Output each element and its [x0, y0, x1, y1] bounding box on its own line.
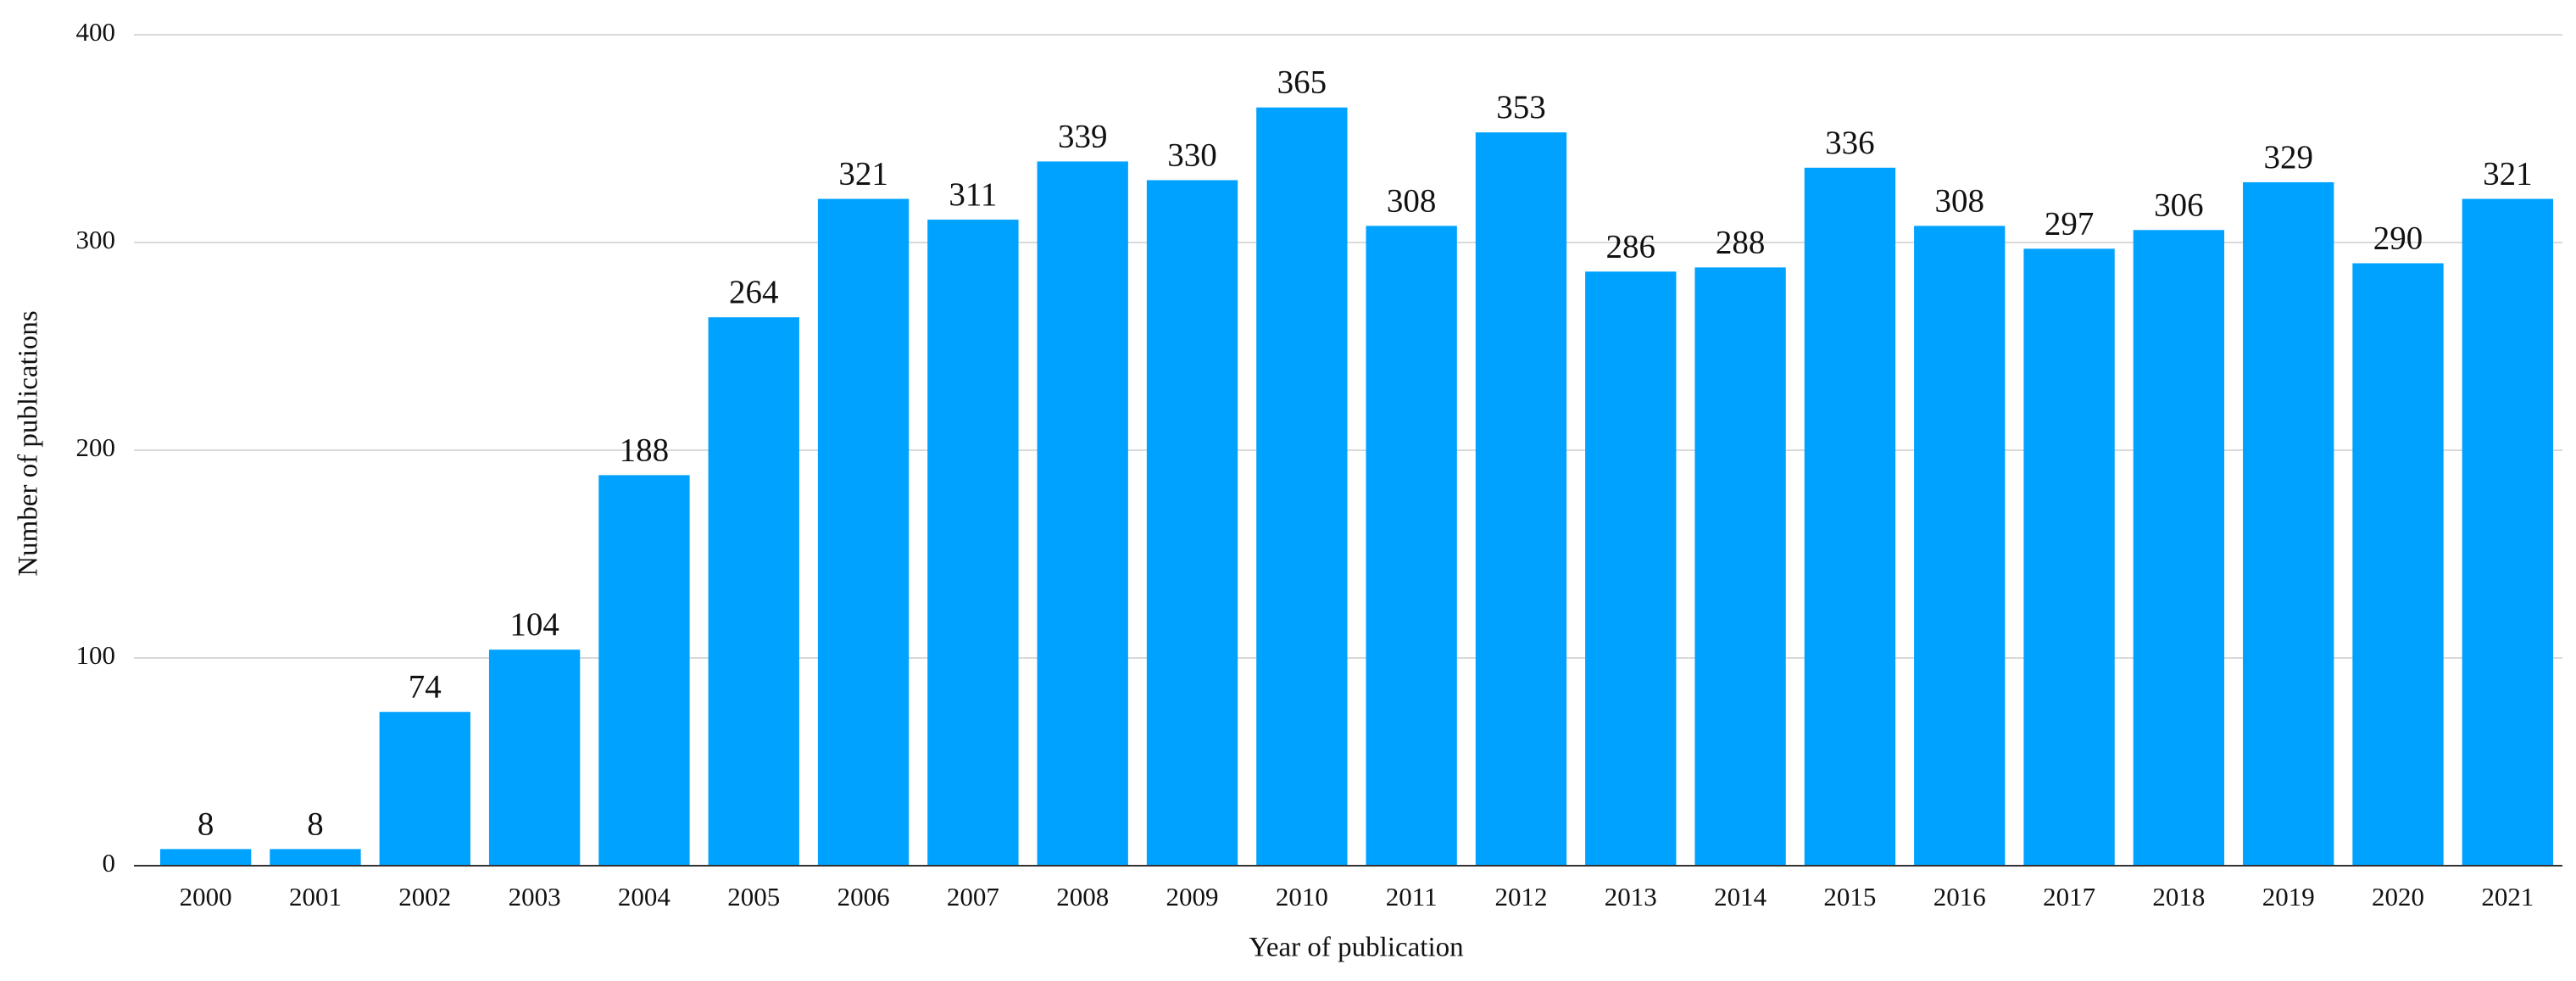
- bar: [1694, 267, 1786, 866]
- data-label: 308: [1935, 182, 1985, 219]
- data-label: 308: [1387, 182, 1437, 219]
- x-tick-label: 2004: [618, 882, 671, 911]
- data-label: 321: [2483, 156, 2533, 192]
- bar: [1256, 107, 1348, 866]
- x-tick-label: 2007: [947, 882, 999, 911]
- x-tick-label: 2008: [1056, 882, 1109, 911]
- bar: [159, 849, 252, 866]
- data-label: 297: [2045, 205, 2095, 242]
- x-tick-label: 2011: [1386, 882, 1438, 911]
- x-tick-label: 2020: [2372, 882, 2424, 911]
- bar: [1804, 167, 1896, 867]
- x-tick-label: 2005: [727, 882, 780, 911]
- data-label: 264: [729, 274, 779, 310]
- bar: [2462, 198, 2554, 867]
- data-label: 74: [409, 669, 442, 705]
- data-label: 8: [198, 805, 214, 842]
- bar: [2352, 263, 2444, 866]
- bar: [708, 317, 799, 866]
- data-label: 290: [2373, 220, 2423, 256]
- x-tick-label: 2017: [2043, 882, 2095, 911]
- data-label: 311: [949, 176, 997, 213]
- data-label: 8: [307, 805, 324, 842]
- x-tick-label: 2010: [1276, 882, 1328, 911]
- x-axis-title: Year of publication: [1249, 933, 1463, 963]
- x-tick-label: 2001: [289, 882, 342, 911]
- x-tick-label: 2006: [837, 882, 890, 911]
- y-axis-title: Number of publications: [14, 310, 44, 576]
- x-tick-label: 2014: [1714, 882, 1767, 911]
- data-label: 321: [838, 156, 888, 192]
- data-label: 306: [2154, 187, 2204, 223]
- y-tick-label: 300: [76, 225, 116, 254]
- x-tick-label: 2009: [1166, 882, 1219, 911]
- x-tick-label: 2019: [2262, 882, 2315, 911]
- data-label: 329: [2263, 139, 2313, 176]
- x-tick-label: 2018: [2152, 882, 2205, 911]
- x-tick-label: 2000: [180, 882, 232, 911]
- data-label: 353: [1496, 89, 1546, 125]
- y-tick-label: 100: [76, 640, 116, 670]
- bar: [2133, 230, 2225, 866]
- x-tick-label: 2002: [398, 882, 451, 911]
- data-label: 288: [1716, 224, 1766, 260]
- x-tick-label: 2012: [1494, 882, 1547, 911]
- x-tick-label: 2021: [2481, 882, 2534, 911]
- y-tick-label: 0: [103, 848, 116, 878]
- x-tick-label: 2015: [1823, 882, 1876, 911]
- data-label: 286: [1606, 228, 1656, 265]
- bar: [2023, 248, 2115, 867]
- data-label: 336: [1825, 125, 1875, 161]
- bar: [1146, 180, 1238, 866]
- bar: [1914, 226, 2006, 866]
- bar: [270, 849, 361, 866]
- x-tick-label: 2013: [1605, 882, 1657, 911]
- bar: [379, 711, 470, 866]
- bar: [817, 198, 910, 867]
- x-tick-label: 2003: [509, 882, 561, 911]
- bar: [488, 649, 581, 866]
- data-label: 339: [1058, 118, 1108, 154]
- x-tick-label: 2016: [1933, 882, 1986, 911]
- bar: [927, 220, 1019, 866]
- bar: [1366, 226, 1457, 866]
- y-tick-label: 400: [76, 17, 116, 47]
- data-label: 104: [509, 606, 559, 643]
- data-label: 188: [620, 432, 670, 468]
- bar: [1585, 271, 1677, 866]
- bar: [598, 475, 690, 866]
- data-label: 365: [1277, 64, 1327, 101]
- data-label: 330: [1167, 137, 1217, 173]
- bar: [2243, 181, 2334, 866]
- bar: [1475, 132, 1567, 866]
- bar: [1037, 161, 1128, 866]
- y-tick-label: 200: [76, 432, 116, 462]
